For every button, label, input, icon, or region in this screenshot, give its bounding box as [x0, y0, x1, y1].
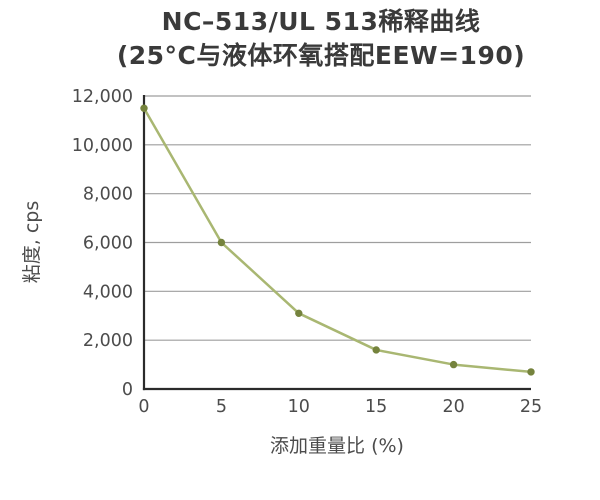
y-tick-label: 6,000 — [83, 234, 133, 254]
chart-title-line2: (25°C与液体环氧搭配EEW=190) — [116, 41, 526, 70]
y-tick-label: 4,000 — [83, 282, 133, 302]
data-point — [217, 238, 226, 247]
chart-title-line1: NC–513/UL 513稀释曲线 — [161, 7, 481, 36]
y-tick-label: 10,000 — [72, 136, 133, 156]
x-tick-label: 5 — [216, 397, 227, 417]
y-tick-label: 12,000 — [72, 87, 133, 107]
series-line — [142, 106, 533, 374]
y-tick-label: 8,000 — [83, 185, 133, 205]
data-point — [449, 360, 458, 369]
x-axis-title: 添加重量比 (%) — [270, 435, 404, 457]
chart-title: NC–513/UL 513稀释曲线 (25°C与液体环氧搭配EEW=190) — [40, 5, 600, 73]
y-tick-label: 0 — [122, 380, 133, 400]
data-point — [295, 309, 303, 318]
x-tick-label: 10 — [288, 397, 310, 417]
x-tick-label: 20 — [442, 397, 464, 417]
gridlines — [144, 95, 531, 341]
tick-labels: 0 2,000 4,000 6,000 8,000 10,000 12,000 0 5 10 15 2… — [72, 87, 542, 417]
x-tick-label: 0 — [138, 397, 149, 417]
x-tick-label: 25 — [520, 397, 542, 417]
series-viscosity — [140, 104, 535, 376]
data-point — [372, 346, 380, 354]
y-tick-label: 2,000 — [83, 331, 133, 351]
x-tick-label: 15 — [365, 397, 387, 417]
axes — [142, 95, 531, 391]
data-point — [140, 104, 148, 112]
data-point — [527, 368, 535, 376]
y-axis-title: 粘度, cps — [21, 201, 43, 284]
